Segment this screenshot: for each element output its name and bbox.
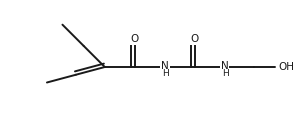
Text: H: H	[162, 70, 169, 79]
Text: OH: OH	[278, 62, 294, 72]
Text: N: N	[161, 61, 169, 71]
Text: N: N	[221, 61, 228, 71]
Text: O: O	[190, 34, 199, 44]
Text: O: O	[131, 34, 139, 44]
Text: H: H	[222, 70, 228, 79]
